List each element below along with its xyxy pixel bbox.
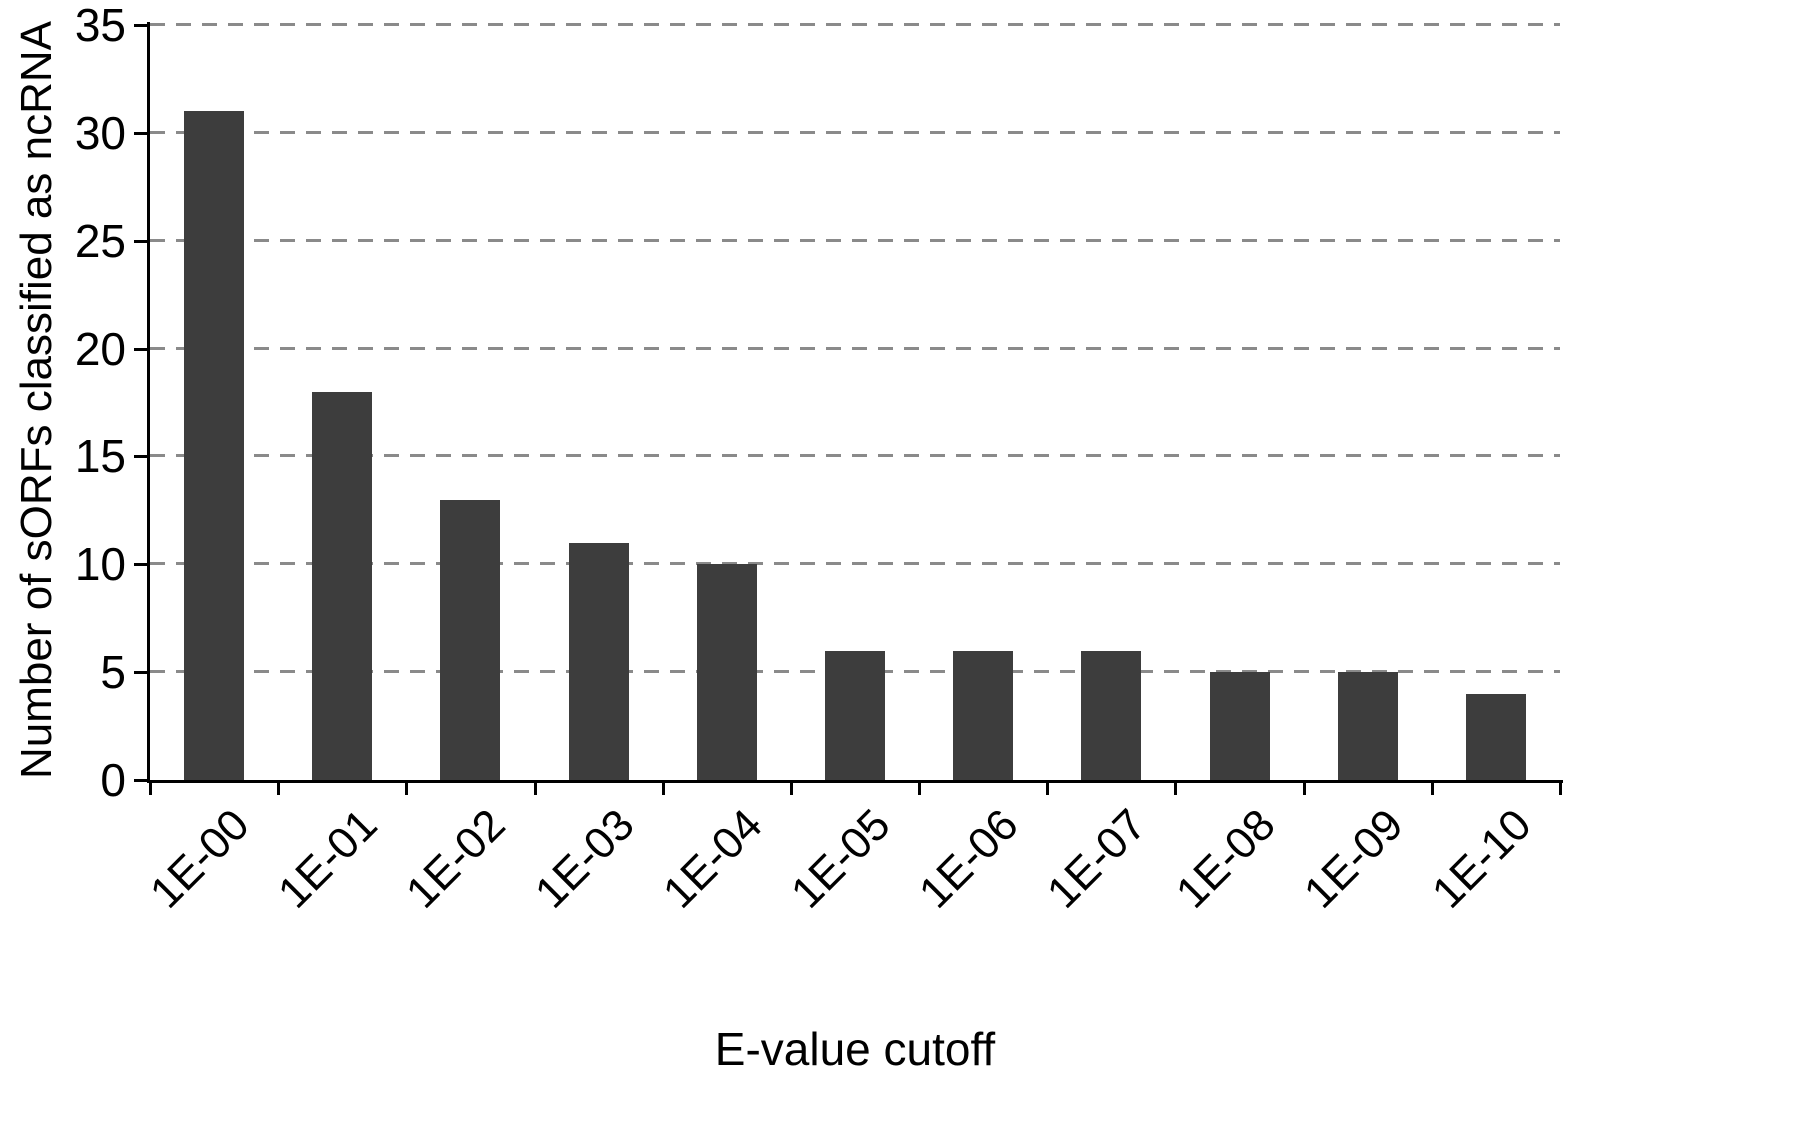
x-axis-line — [147, 780, 1563, 783]
x-tick-mark-2 — [405, 780, 409, 795]
x-tick-mark-0 — [149, 780, 152, 795]
bar-1E-04 — [696, 564, 757, 780]
y-tick-label-20: 20 — [74, 322, 126, 375]
y-tick-label-10: 10 — [74, 538, 126, 591]
bar-1E-08 — [1209, 672, 1270, 780]
x-tick-mark-5 — [789, 780, 793, 795]
bar-1E-05 — [825, 650, 885, 780]
x-tick-label-1E-05: 1E-05 — [781, 800, 900, 918]
x-tick-label-1E-01: 1E-01 — [269, 800, 387, 918]
x-tick-mark-9 — [1302, 780, 1306, 795]
gridline-y-25 — [150, 238, 1560, 242]
y-tick-mark-20 — [134, 347, 147, 351]
x-tick-label-1E-10: 1E-10 — [1422, 800, 1541, 918]
gridline-y-30 — [150, 130, 1560, 134]
x-tick-mark-11 — [1559, 780, 1562, 795]
x-tick-mark-8 — [1174, 780, 1178, 795]
x-tick-label-1E-04: 1E-04 — [653, 800, 772, 918]
y-tick-mark-10 — [134, 563, 147, 567]
x-tick-mark-10 — [1430, 780, 1434, 795]
y-tick-mark-25 — [134, 239, 147, 243]
y-tick-label-0: 0 — [100, 754, 126, 806]
y-tick-label-5: 5 — [100, 646, 126, 699]
x-tick-label-1E-00: 1E-00 — [141, 800, 259, 918]
x-tick-mark-1 — [277, 780, 281, 795]
x-tick-label-1E-08: 1E-08 — [1166, 800, 1285, 918]
plot-area — [150, 23, 1560, 780]
y-tick-label-25: 25 — [74, 214, 126, 267]
bar-1E-03 — [568, 542, 629, 780]
x-tick-mark-7 — [1046, 780, 1050, 795]
x-tick-label-1E-06: 1E-06 — [910, 800, 1028, 918]
x-tick-label-1E-09: 1E-09 — [1294, 800, 1413, 918]
y-tick-label-15: 15 — [74, 430, 126, 483]
bar-1E-10 — [1465, 693, 1526, 780]
bar-1E-00 — [184, 111, 245, 780]
y-tick-mark-0 — [134, 779, 147, 782]
x-tick-label-1E-03: 1E-03 — [525, 800, 644, 918]
x-tick-mark-4 — [661, 780, 665, 795]
bar-1E-06 — [953, 650, 1014, 780]
gridline-y-15 — [150, 454, 1560, 458]
bar-1E-07 — [1081, 650, 1142, 780]
y-tick-label-30: 30 — [74, 106, 126, 159]
bar-1E-02 — [440, 499, 501, 780]
y-tick-mark-15 — [134, 455, 147, 459]
x-tick-label-1E-07: 1E-07 — [1038, 800, 1157, 918]
x-tick-label-1E-02: 1E-02 — [397, 800, 516, 918]
y-tick-label-35: 35 — [74, 0, 126, 51]
y-tick-mark-5 — [134, 671, 147, 675]
x-axis-title: E-value cutoff — [714, 1023, 996, 1075]
gridline-y-35 — [150, 23, 1560, 26]
bar-1E-09 — [1337, 672, 1398, 780]
bar-1E-01 — [312, 391, 373, 780]
gridline-y-20 — [150, 346, 1560, 350]
y-tick-mark-30 — [134, 131, 147, 135]
gridline-y-10 — [150, 562, 1560, 566]
x-tick-mark-3 — [533, 780, 537, 795]
y-tick-mark-35 — [134, 24, 147, 27]
y-axis-line — [147, 22, 150, 783]
x-tick-mark-6 — [918, 780, 922, 795]
